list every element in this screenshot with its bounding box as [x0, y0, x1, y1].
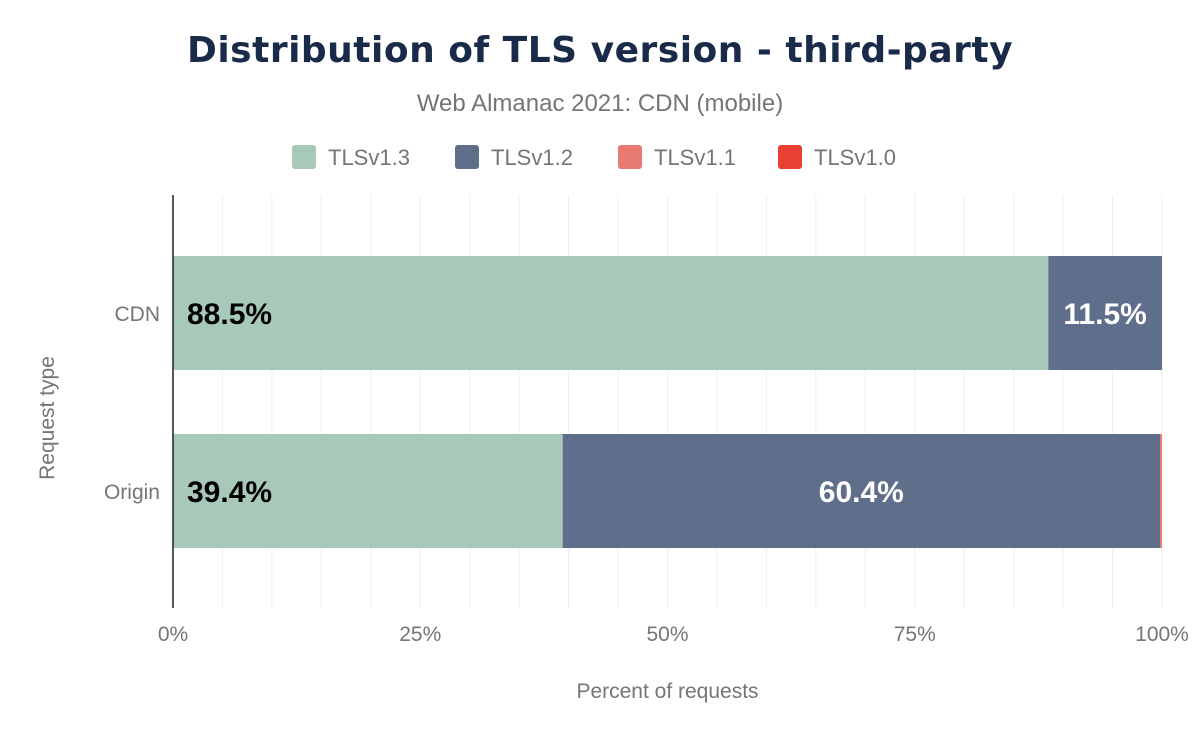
x-tick-label: 50% [646, 623, 688, 646]
bar-segment [562, 434, 1161, 548]
category-label: Origin [104, 481, 160, 504]
data-label: 11.5% [1063, 298, 1146, 331]
legend-swatch [778, 145, 802, 169]
bar-segment [173, 434, 563, 548]
x-tick-label: 100% [1135, 623, 1189, 646]
y-axis-label: Request type [36, 356, 59, 480]
legend-label: TLSv1.0 [814, 145, 896, 170]
legend-swatch [618, 145, 642, 169]
bar-segment [1048, 256, 1162, 370]
data-label: 88.5% [187, 298, 272, 331]
legend-swatch [292, 145, 316, 169]
legend-label: TLSv1.1 [654, 145, 736, 170]
x-axis-label: Percent of requests [576, 680, 758, 703]
legend-swatch [455, 145, 479, 169]
chart-title: Distribution of TLS version - third-part… [186, 30, 1014, 71]
legend-label: TLSv1.3 [328, 145, 410, 170]
x-tick-label: 75% [894, 623, 936, 646]
chart-subtitle: Web Almanac 2021: CDN (mobile) [416, 90, 784, 117]
category-label: CDN [115, 303, 161, 326]
bar-segment [173, 256, 1049, 370]
legend-label: TLSv1.2 [491, 145, 573, 170]
x-tick-label: 0% [158, 623, 188, 646]
x-tick-label: 25% [399, 623, 441, 646]
data-label: 39.4% [187, 476, 272, 509]
bar-segment [1160, 434, 1162, 548]
data-label: 60.4% [819, 476, 904, 509]
